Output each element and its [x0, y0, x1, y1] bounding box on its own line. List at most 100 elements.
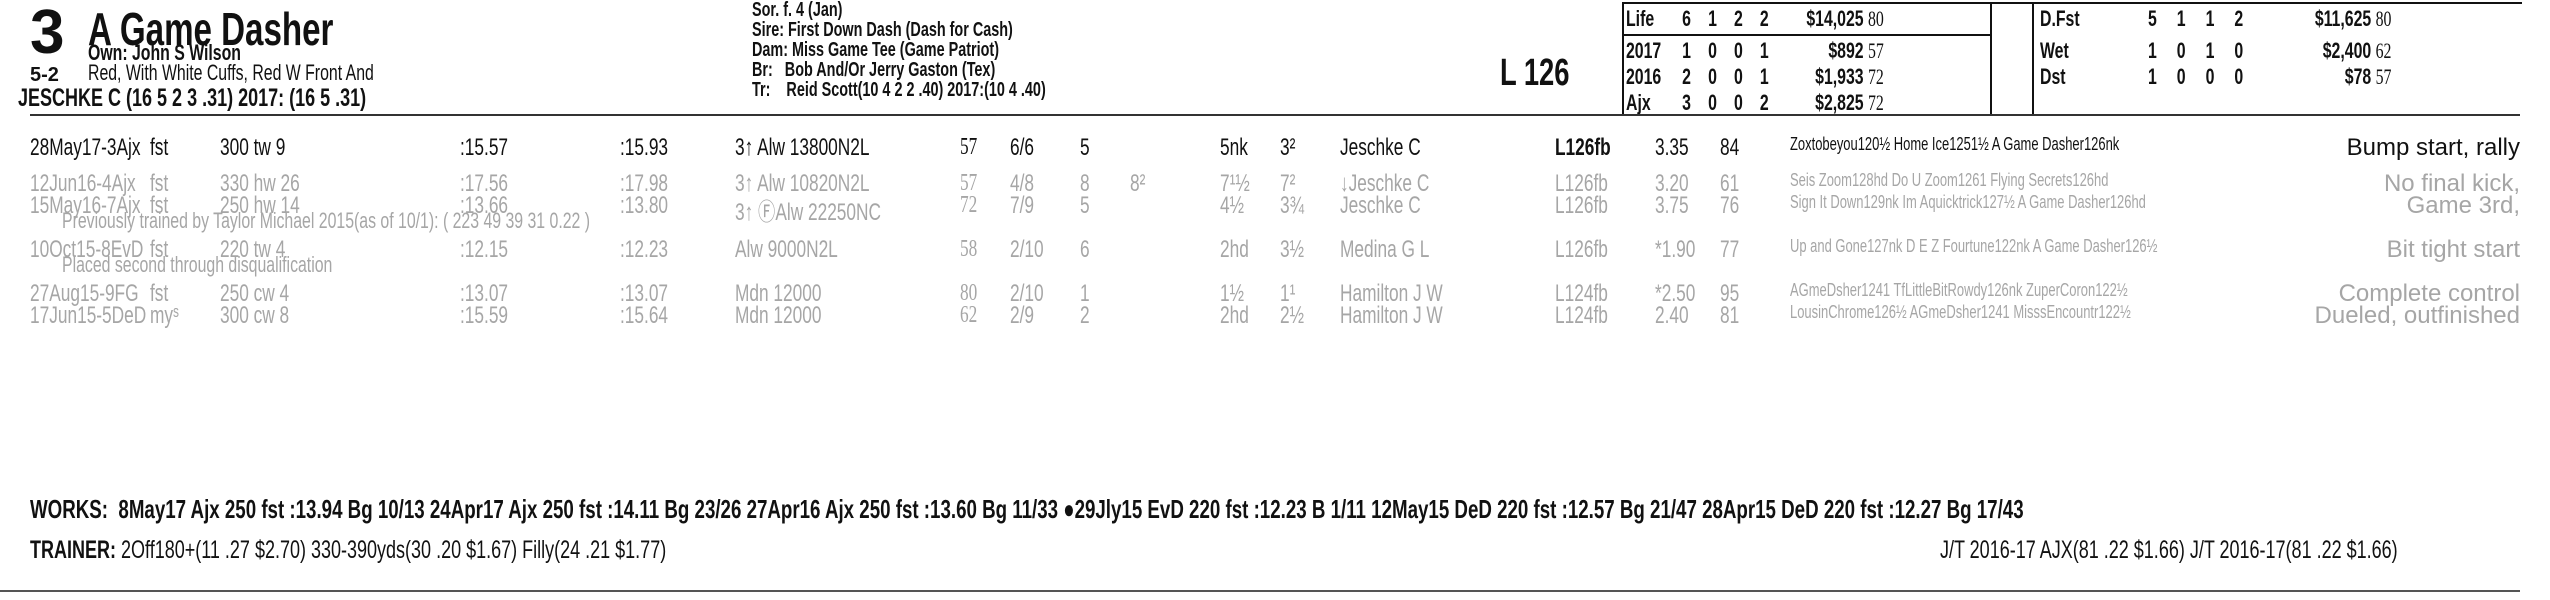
stretch-call: 1½ — [1220, 280, 1245, 307]
race-fig: 81 — [1720, 302, 1740, 329]
race-class: Mdn 12000 — [735, 280, 822, 307]
stats-wet-row: Wet 1 0 1 0 $2,400 62 — [2040, 38, 2392, 63]
start-call: 8 — [1080, 170, 1090, 197]
trip-comment: Bit tight start — [2386, 236, 2520, 263]
company-line: LousinChrome126½ AGmeDsher1241 MisssEnco… — [1790, 302, 2131, 322]
silks-description: Red, With White Cuffs, Red W Front And — [88, 60, 374, 85]
jockey: Hamilton J W — [1340, 302, 1443, 329]
dist: 220 tw 4 — [220, 236, 286, 263]
owner: Own: John S Wilson — [88, 40, 241, 65]
time2: :13.80 — [620, 192, 669, 219]
race-line: 28May17-3Ajx fst 300 tw 9:15.57:15.93 3↑ Al… — [0, 134, 2550, 162]
start-call: 5 — [1080, 134, 1090, 161]
first-call: 8² — [1130, 170, 1146, 197]
sire: Sire: First Down Dash (Dash for Cash) — [752, 19, 1013, 41]
stretch-call: 2hd — [1220, 236, 1249, 263]
finish: 2½ — [1280, 302, 1305, 329]
weight-med: L124fb — [1555, 302, 1608, 329]
dist: 250 hw 14 — [220, 192, 300, 219]
trainer-note: Placed second through disqualification — [62, 252, 333, 277]
trip-comment: Bump start, rally — [2346, 134, 2520, 161]
race-line: 12Jun16-4Ajx fst 330 hw 26:17.56:17.98 3↑ A… — [0, 170, 2550, 198]
program-number: 3 — [30, 0, 65, 67]
stats-life-row: Life 6 1 2 2 $14,025 80 — [1626, 6, 1884, 31]
finish: 3² — [1280, 134, 1296, 161]
stats-2016-row: 2016 2 0 0 1 $1,933 72 — [1626, 64, 1884, 89]
cond: fst — [150, 170, 169, 197]
finish: 1¹ — [1280, 280, 1296, 307]
trainer-stats-label: TRAINER: — [30, 536, 116, 564]
weight-med: L126fb — [1555, 236, 1608, 263]
jockey: Hamilton J W — [1340, 280, 1443, 307]
jockey: Jeschke C — [1340, 134, 1421, 161]
dist: 300 cw 8 — [220, 302, 290, 329]
race-fig: 95 — [1720, 280, 1740, 307]
company-line: Seis Zoom128hd Do U Zoom1261 Flying Secr… — [1790, 170, 2109, 190]
morning-line-odds: 5-2 — [30, 64, 59, 86]
race-line: 27Aug15-9FG fst 250 cw 4:13.07:13.07 Mdn 12… — [0, 280, 2550, 308]
date: 10Oct15-8EvD — [30, 236, 144, 263]
stretch-call: 7¹½ — [1220, 170, 1250, 197]
race-class: Alw 9000N2L — [735, 236, 838, 263]
odds: *1.90 — [1655, 236, 1696, 263]
date: 12Jun16-4Ajx — [30, 170, 136, 197]
odds: 3.35 — [1655, 134, 1689, 161]
odds: 3.20 — [1655, 170, 1689, 197]
time2: :12.23 — [620, 236, 669, 263]
time1: :15.57 — [460, 134, 509, 161]
race-fig: 76 — [1720, 192, 1740, 219]
jockey-line: JESCHKE C (16 5 2 3 .31) 2017: (16 5 .31… — [18, 84, 367, 112]
stats-ajx-row: Ajx 3 0 0 2 $2,825 72 — [1626, 90, 1884, 115]
weight: L 126 — [1500, 52, 1570, 94]
time1: :15.59 — [460, 302, 509, 329]
time1: :13.66 — [460, 192, 509, 219]
jockey: Medina G L — [1340, 236, 1430, 263]
company-line: Up and Gone127nk D E Z Fourtune122nk A G… — [1790, 236, 2158, 256]
weight-med: L126fb — [1555, 134, 1611, 161]
stretch-call: 2hd — [1220, 302, 1249, 329]
cond: fst — [150, 280, 169, 307]
trainer-stats-line: TRAINER: 2Off180+(11 .27 $2.70) 330-390y… — [30, 536, 914, 565]
trip-comment: Complete control — [2338, 280, 2520, 307]
trip-comment: No final kick, — [2383, 170, 2520, 197]
race-fig: 84 — [1720, 134, 1740, 161]
race-line: 15May16-7Ajx fst 250 hw 14:13.66:13.80 3↑ Ⓕ… — [0, 192, 2550, 226]
time2: :15.64 — [620, 302, 669, 329]
dam: Dam: Miss Game Tee (Game Patriot) — [752, 39, 1000, 61]
jockey-trainer-stats: J/T 2016-17 AJX(81 .22 $1.66) J/T 2016-1… — [1940, 536, 2398, 564]
cond: fst — [150, 236, 169, 263]
breeder-label: Br: — [752, 59, 773, 81]
date: 17Jun15-5DeD — [30, 302, 147, 329]
speed-fig: 80 — [960, 280, 978, 306]
time1: :12.15 — [460, 236, 509, 263]
start-call: 6 — [1080, 236, 1090, 263]
post-pos: 2/9 — [1010, 302, 1035, 329]
works-label: WORKS: — [30, 494, 108, 524]
post-pos: 7/9 — [1010, 192, 1035, 219]
date: 28May17-3Ajx — [30, 134, 141, 161]
stretch-call: 5nk — [1220, 134, 1248, 161]
start-call: 2 — [1080, 302, 1090, 329]
weight-med: L124fb — [1555, 280, 1608, 307]
time2: :17.98 — [620, 170, 669, 197]
pedigree-block: Sor. f. 4 (Jan) Sire: First Down Dash (D… — [752, 0, 1160, 100]
race-fig: 61 — [1720, 170, 1740, 197]
dist: 300 tw 9 — [220, 134, 286, 161]
works-line: WORKS: 8May17 Ajx 250 fst :13.94 Bg 10/1… — [30, 494, 2550, 525]
date: 15May16-7Ajx — [30, 192, 141, 219]
speed-fig: 72 — [960, 192, 978, 218]
dist: 330 hw 26 — [220, 170, 300, 197]
time1: :17.56 — [460, 170, 509, 197]
race-line: 10Oct15-8EvD fst 220 tw 4 :12.15 :12.23 Alw 9… — [0, 236, 2550, 264]
company-line: AGmeDsher1241 TfLittleBitRowdy126nk Zupe… — [1790, 280, 2128, 300]
start-call: 5 — [1080, 192, 1090, 219]
finish: 3½ — [1280, 236, 1305, 263]
jockey: ↓Jeschke C — [1340, 170, 1430, 197]
trip-comment: Dueled, outfinished — [2314, 302, 2520, 329]
stretch-call: 4½ — [1220, 192, 1245, 219]
sex-age: Sor. f. 4 (Jan) — [752, 0, 843, 21]
time1: :13.07 — [460, 280, 509, 307]
trainer: Reid Scott(10 4 2 2 .40) 2017:(10 4 .40) — [786, 79, 1046, 101]
post-pos: 2/10 — [1010, 280, 1044, 307]
odds: *2.50 — [1655, 280, 1696, 307]
